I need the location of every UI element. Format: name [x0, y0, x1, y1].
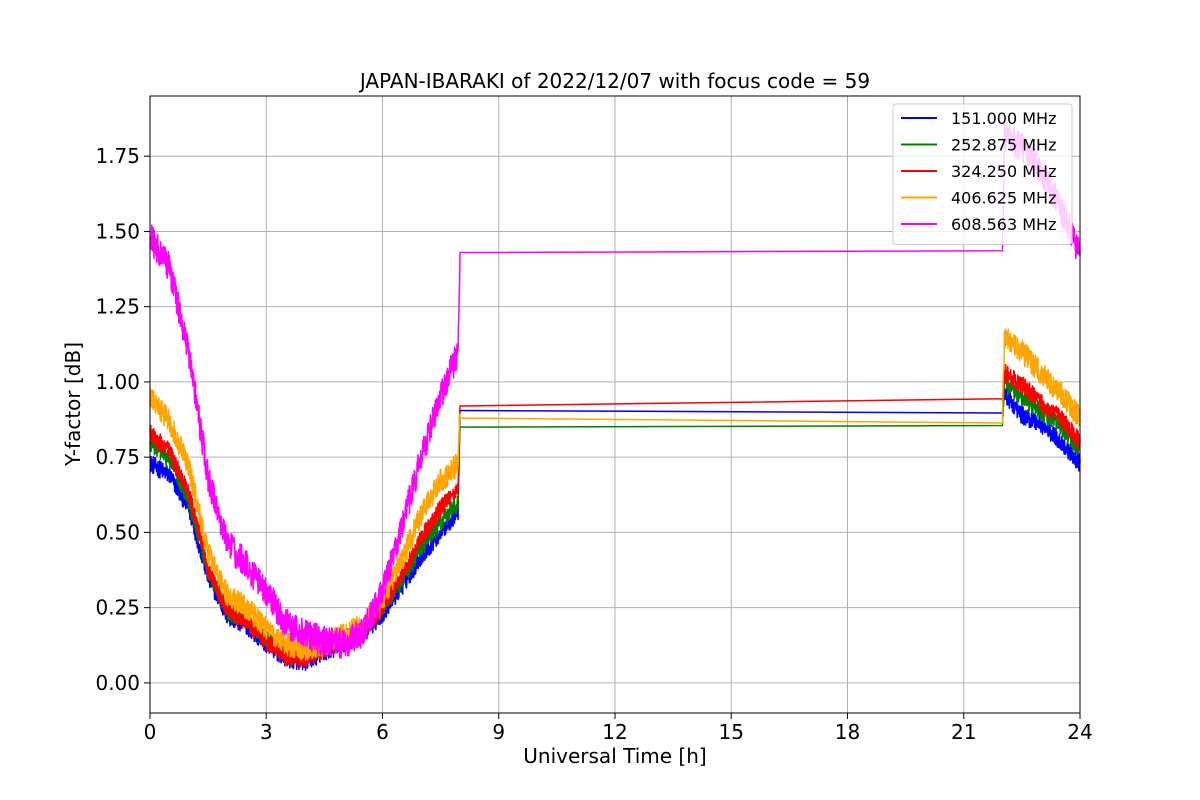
legend-label: 324.250 MHz	[951, 162, 1056, 181]
legend-label: 151.000 MHz	[951, 109, 1056, 128]
y-tick-label: 0.50	[95, 520, 140, 544]
x-tick-label: 12	[602, 720, 627, 744]
axis-ticks: 0 3 6 9 12 15 18 21 24 0.00 0.25 0.50 0.75 1.00 1.25 1.…	[95, 144, 1092, 744]
legend-box	[892, 103, 1073, 245]
y-axis-label: Y-factor [dB]	[61, 342, 85, 467]
y-tick-label: 1.50	[95, 219, 140, 243]
x-tick-label: 24	[1067, 720, 1092, 744]
x-tick-label: 6	[376, 720, 389, 744]
legend-label: 406.625 MHz	[951, 189, 1056, 208]
x-tick-label: 0	[144, 720, 157, 744]
x-tick-label: 9	[492, 720, 505, 744]
chart-title: JAPAN-IBARAKI of 2022/12/07 with focus c…	[358, 69, 870, 93]
x-tick-label: 15	[719, 720, 744, 744]
y-tick-label: 1.75	[95, 144, 140, 168]
y-tick-label: 0.25	[95, 596, 140, 620]
legend-label: 252.875 MHz	[951, 136, 1056, 155]
x-axis-label: Universal Time [h]	[523, 744, 706, 768]
y-tick-label: 0.75	[95, 445, 140, 469]
x-tick-label: 3	[260, 720, 273, 744]
x-tick-label: 18	[835, 720, 860, 744]
legend-label: 608.563 MHz	[951, 215, 1056, 234]
x-tick-label: 21	[951, 720, 976, 744]
y-tick-label: 1.00	[95, 370, 140, 394]
y-tick-label: 0.00	[95, 671, 140, 695]
y-tick-label: 1.25	[95, 295, 140, 319]
legend: 151.000 MHz 252.875 MHz 324.250 MHz 406.625…	[892, 103, 1073, 245]
